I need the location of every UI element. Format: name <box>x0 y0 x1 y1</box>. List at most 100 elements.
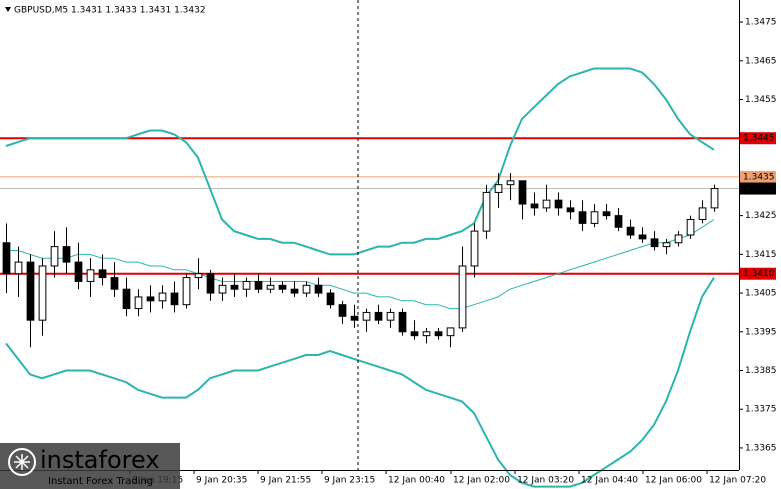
logo-name: instaforex <box>40 446 160 474</box>
candle-body <box>626 226 635 236</box>
candle-body <box>86 269 95 282</box>
level-label: 1.3445 <box>743 134 775 144</box>
candle-body <box>518 180 527 205</box>
candle-body <box>698 207 707 221</box>
y-tick-label: 1.3455 <box>745 95 777 105</box>
candle-body <box>98 269 107 279</box>
x-tick-label: 12 Jan 03:20 <box>517 476 574 486</box>
level-label-box <box>740 170 776 183</box>
x-tick-label: 12 Jan 06:00 <box>645 476 702 486</box>
candle-body <box>350 315 359 321</box>
y-tick-label: 1.3375 <box>745 405 777 415</box>
x-tick-label: 9 Jan 21:55 <box>260 476 311 486</box>
candle-body <box>206 273 215 294</box>
level-label-box <box>740 132 776 145</box>
level-label: 1.3410 <box>743 269 775 279</box>
y-tick-label: 1.3425 <box>745 211 777 221</box>
candle-body <box>710 188 719 209</box>
y-tick-label: 1.3415 <box>745 250 777 260</box>
axes: 1.3475 1.3465 1.3455 1.3425 1.3415 1.3405 1.33… <box>129 18 777 486</box>
last-price-label: 1.3432 <box>743 184 775 194</box>
y-tick-label: 1.3465 <box>745 56 777 66</box>
candle-body <box>302 284 311 294</box>
x-tick-label: 12 Jan 02:00 <box>453 476 510 486</box>
x-tick-label: 12 Jan 07:20 <box>709 476 766 486</box>
candle-body <box>218 284 227 294</box>
y-tick-label: 1.3385 <box>745 366 777 376</box>
candle-body <box>266 284 275 290</box>
logo-icon <box>8 448 36 476</box>
x-tick-label: 12 Jan 00:40 <box>388 476 445 486</box>
candle-body <box>386 311 395 321</box>
y-tick-label: 1.3405 <box>745 289 777 299</box>
candle-body <box>38 265 47 321</box>
candle-body <box>530 203 539 209</box>
plot-area <box>0 67 739 488</box>
candle-body <box>662 242 671 248</box>
candle-body <box>134 296 143 310</box>
candle-body <box>374 311 383 321</box>
candle-body <box>338 304 347 317</box>
x-tick-label: 9 Jan 23:15 <box>324 476 375 486</box>
candle-body <box>398 311 407 333</box>
candle-body <box>194 273 203 279</box>
candle-body <box>506 180 515 186</box>
candle-body <box>410 331 419 337</box>
candle-body <box>614 215 623 228</box>
menu-triangle <box>5 7 11 12</box>
y-tick-label: 1.3475 <box>745 18 777 28</box>
candle-body <box>314 284 323 294</box>
candle-body <box>242 280 251 290</box>
band-line <box>6 219 715 310</box>
candle-body <box>686 219 695 236</box>
y-tick-label: 1.3395 <box>745 327 777 337</box>
logo: instaforex Instant Forex Trading <box>0 443 180 489</box>
candle-body <box>26 261 35 321</box>
candle-body <box>470 230 479 267</box>
candle-body <box>74 261 83 282</box>
logo-icon-rays <box>14 454 30 470</box>
candle-body <box>458 265 467 329</box>
logo-tagline: Instant Forex Trading <box>48 476 153 487</box>
candle-body <box>650 238 659 248</box>
candle-body <box>362 311 371 321</box>
candle-body <box>566 207 575 213</box>
candle-body <box>122 288 131 310</box>
candle-body <box>158 292 167 302</box>
candle-body <box>182 277 191 306</box>
candle-body <box>278 284 287 290</box>
candle-body <box>146 296 155 302</box>
candle-body <box>290 288 299 294</box>
x-tick-label: 12 Jan 04:40 <box>581 476 638 486</box>
candle-body <box>674 234 683 244</box>
candle-body <box>554 199 563 209</box>
candle-body <box>590 211 599 224</box>
candle-body <box>62 246 71 263</box>
candle-body <box>482 191 491 232</box>
candle-body <box>446 327 455 337</box>
candle-body <box>170 292 179 306</box>
candle-body <box>422 331 431 337</box>
x-tick-label: 9 Jan 20:35 <box>196 476 247 486</box>
candle-body <box>638 234 647 240</box>
candle-body <box>494 184 503 193</box>
candle-body <box>578 211 587 224</box>
y-tick-label: 1.3365 <box>745 443 777 453</box>
level-label: 1.3435 <box>743 172 775 182</box>
candle-body <box>602 211 611 217</box>
candle-body <box>14 261 23 275</box>
candle-body <box>434 331 443 337</box>
chart-title: GBPUSD,M5 1.3431 1.3433 1.3431 1.3432 <box>14 6 206 16</box>
candle-body <box>230 284 239 290</box>
level-label-box <box>740 267 776 280</box>
band-line <box>5 67 715 256</box>
candle-body <box>326 292 335 306</box>
candle-body <box>542 199 551 209</box>
candle-body <box>254 280 263 290</box>
band-line <box>5 277 715 488</box>
candle-body <box>110 277 119 290</box>
last-price-box <box>740 182 776 195</box>
candle-body <box>50 246 59 267</box>
candle-body <box>2 242 11 275</box>
